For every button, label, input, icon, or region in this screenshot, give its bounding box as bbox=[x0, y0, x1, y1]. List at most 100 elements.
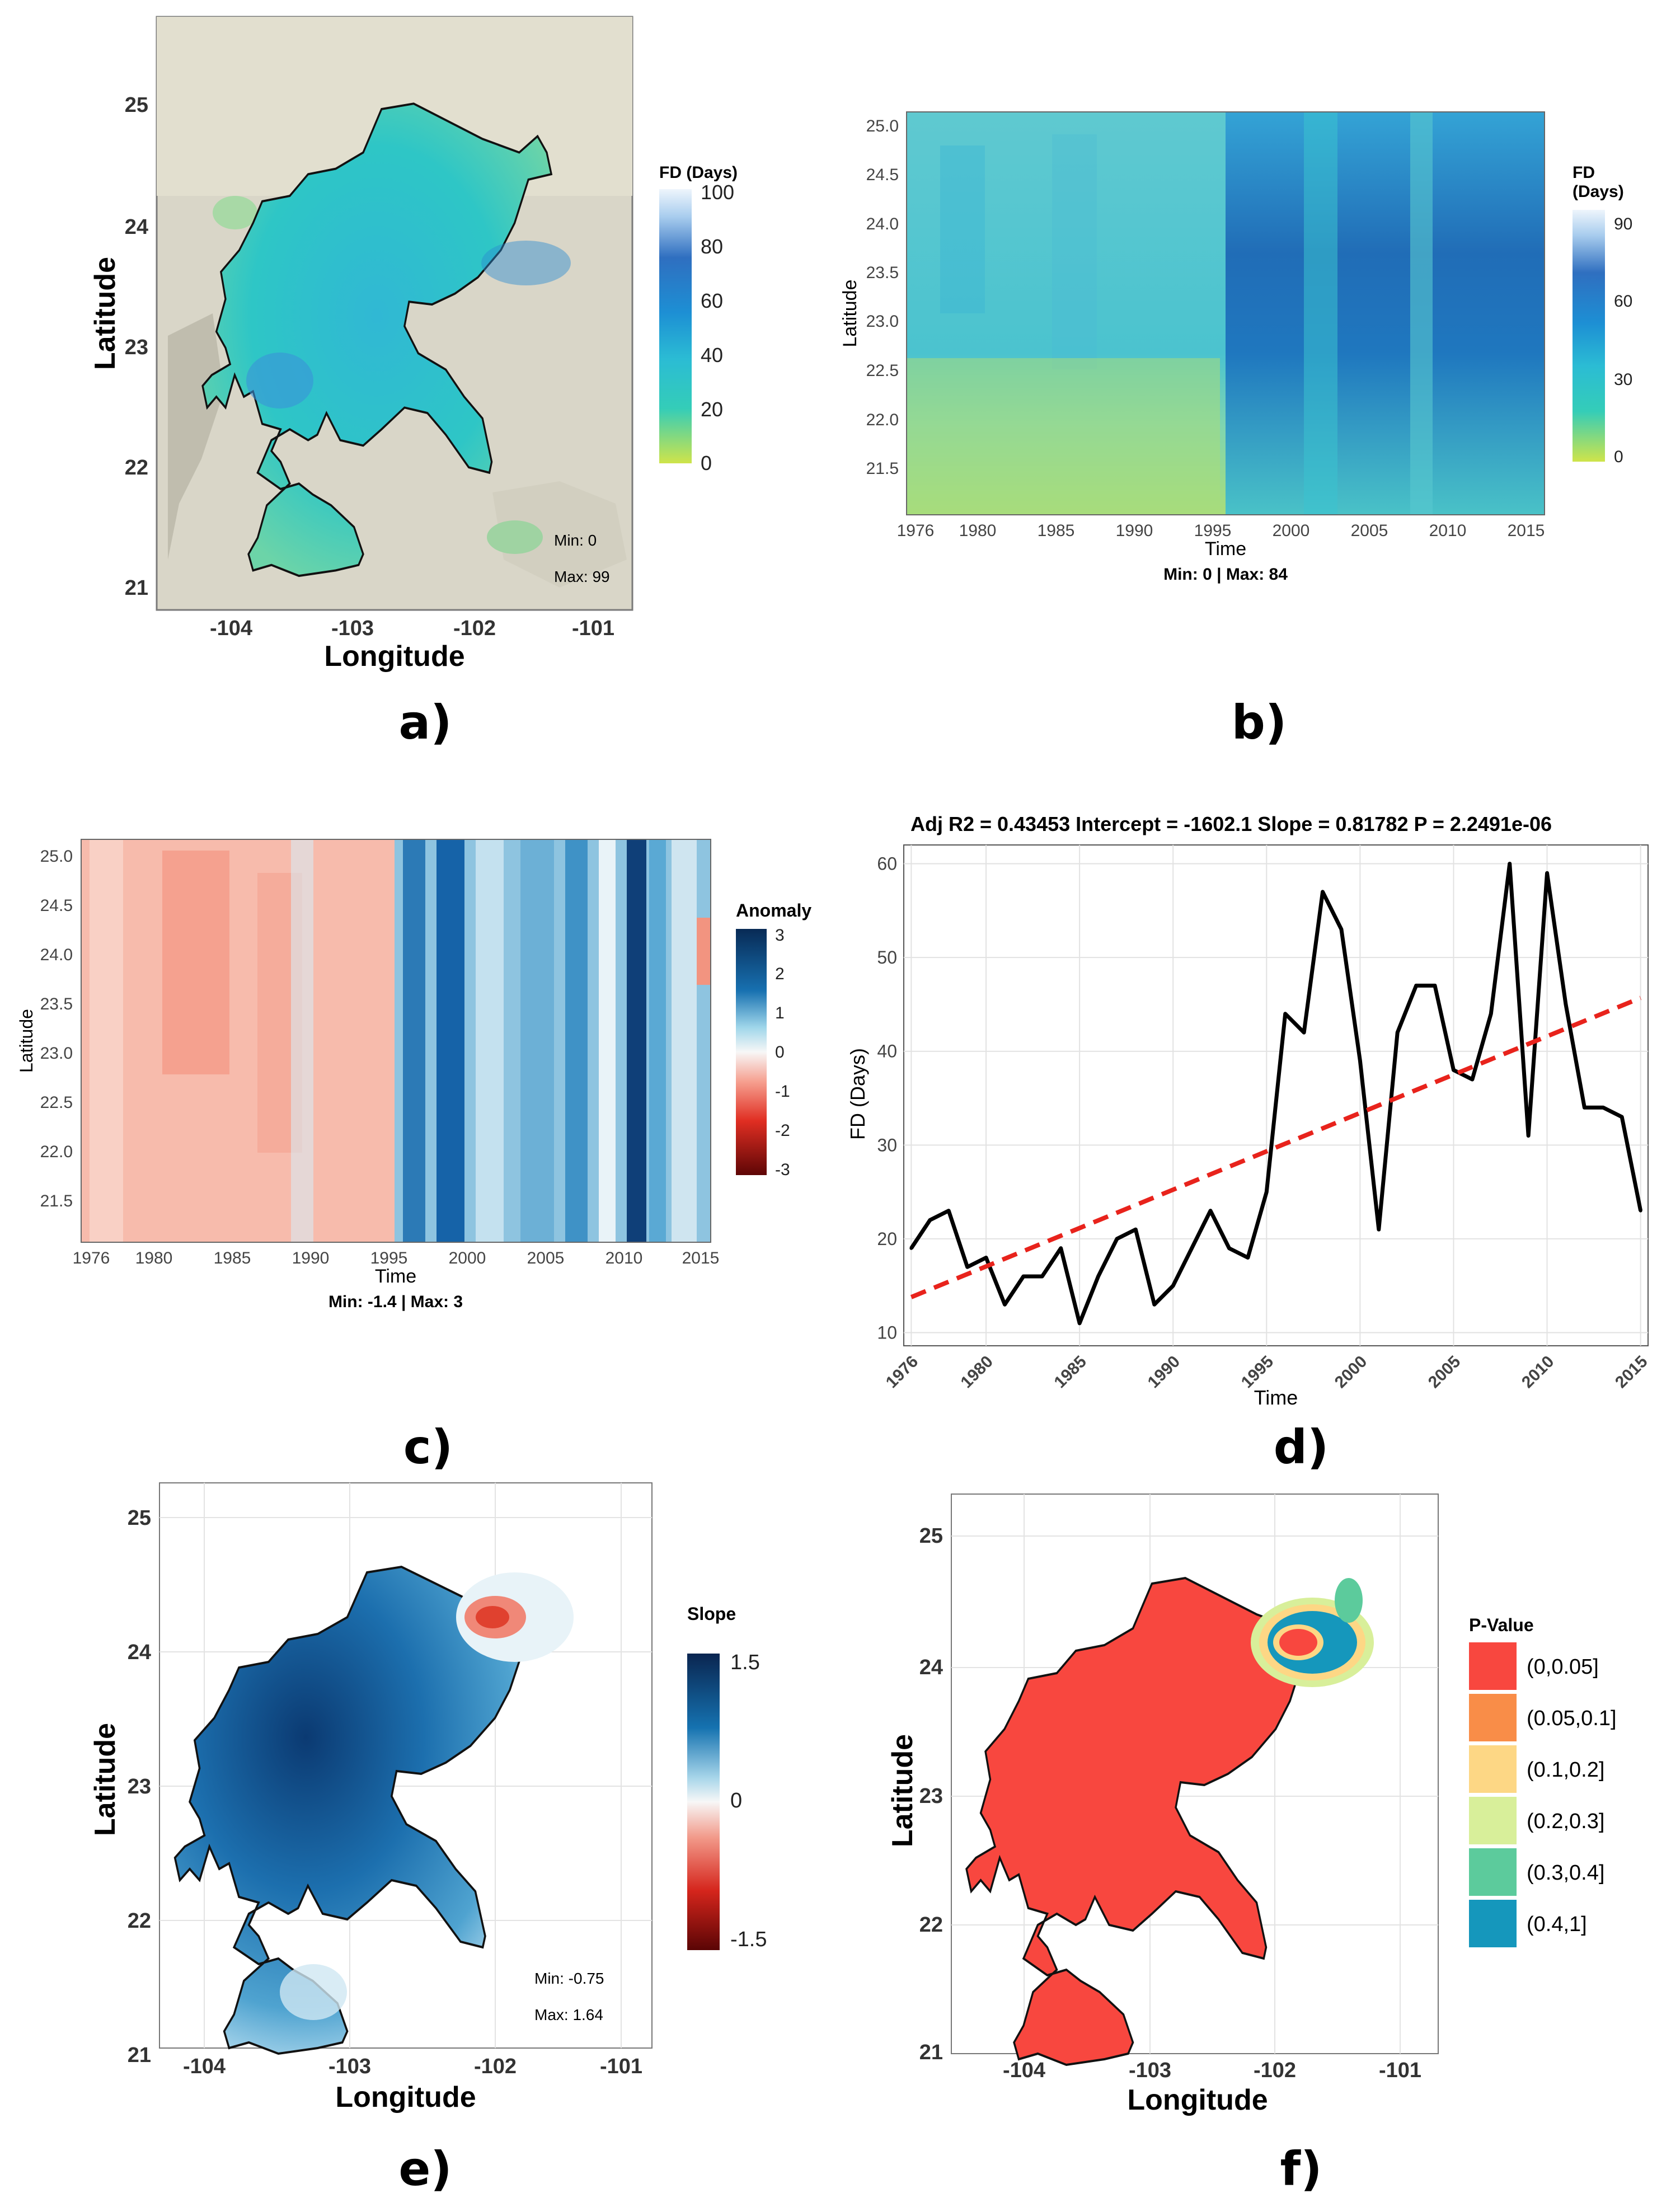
b-xtick: 2010 bbox=[1429, 522, 1467, 540]
d-ytick: 60 bbox=[877, 854, 897, 874]
f-xtick: -102 bbox=[1254, 2059, 1296, 2082]
e-ylabel: Latitude bbox=[89, 1723, 121, 1836]
c-caption: Min: -1.4 | Max: 3 bbox=[328, 1293, 463, 1311]
b-legend-title-2: (Days) bbox=[1573, 182, 1624, 201]
a-legend-tick: 40 bbox=[701, 344, 723, 367]
c-legend-tick: 3 bbox=[775, 926, 785, 945]
f-legend-swatch bbox=[1469, 1642, 1517, 1690]
f-legend-title: P-Value bbox=[1469, 1615, 1534, 1635]
c-ytick: 22.5 bbox=[40, 1093, 73, 1112]
panel-b-tag: b) bbox=[1232, 695, 1287, 750]
c-legend-tick: -2 bbox=[775, 1121, 790, 1140]
map-e-max: Max: 1.64 bbox=[534, 2006, 603, 2023]
c-xlabel: Time bbox=[375, 1266, 416, 1287]
d-point bbox=[1470, 1078, 1474, 1082]
d-point bbox=[909, 1246, 913, 1250]
b-xtick: 1995 bbox=[1194, 522, 1232, 540]
d-xtick: 2010 bbox=[1518, 1352, 1558, 1392]
c-xtick: 2010 bbox=[605, 1249, 643, 1267]
e-ytick: 23 bbox=[128, 1775, 151, 1798]
c-xtick: 1995 bbox=[370, 1249, 408, 1267]
c-legend-tick: 1 bbox=[775, 1004, 785, 1022]
d-xtick: 2005 bbox=[1425, 1352, 1465, 1392]
f-xtick: -101 bbox=[1379, 2059, 1421, 2082]
d-point bbox=[1246, 1256, 1250, 1260]
f-ytick: 21 bbox=[919, 2041, 943, 2064]
a-ytick: 21 bbox=[125, 576, 148, 600]
b-legend-tick: 0 bbox=[1614, 448, 1623, 466]
c-ytick: 24.5 bbox=[40, 896, 73, 915]
e-legend-tick: 1.5 bbox=[730, 1651, 760, 1674]
f-legend-swatch bbox=[1469, 1797, 1517, 1844]
f-legend-label: (0.1,0.2] bbox=[1527, 1758, 1604, 1782]
panel-d-tag: d) bbox=[1274, 1420, 1329, 1474]
a-legend-tick: 0 bbox=[701, 452, 712, 475]
d-point bbox=[1171, 1284, 1175, 1288]
b-ytick: 21.5 bbox=[866, 459, 899, 478]
f-ytick: 22 bbox=[919, 1913, 943, 1937]
c-ytick: 21.5 bbox=[40, 1192, 73, 1210]
d-point bbox=[1564, 1002, 1567, 1006]
c-ytick: 25.0 bbox=[40, 847, 73, 866]
d-point bbox=[1545, 871, 1549, 875]
d-xtick: 2015 bbox=[1612, 1352, 1651, 1392]
d-ytick: 10 bbox=[877, 1323, 897, 1343]
e-legend-title: Slope bbox=[687, 1604, 736, 1624]
panel-e: Min: -0.75 Max: 1.64 25 24 23 22 21 -104… bbox=[89, 1482, 767, 2196]
d-point bbox=[1021, 1274, 1025, 1278]
panel-f: 25 24 23 22 21 -104 -103 -102 -101 Longi… bbox=[886, 1494, 1617, 2196]
d-point bbox=[1620, 1115, 1624, 1119]
e-xtick: -104 bbox=[183, 2055, 226, 2078]
d-xtick: 2000 bbox=[1331, 1352, 1371, 1392]
d-trend-line bbox=[910, 995, 1642, 1299]
d-point bbox=[1358, 1059, 1362, 1063]
d-point bbox=[1414, 984, 1418, 988]
c-legend-tick: 0 bbox=[775, 1043, 785, 1062]
c-colorbar bbox=[736, 929, 767, 1175]
e-legend-tick: -1.5 bbox=[730, 1928, 767, 1951]
b-xtick: 2005 bbox=[1351, 522, 1388, 540]
d-point bbox=[1583, 1106, 1586, 1110]
f-legend-swatch bbox=[1469, 1848, 1517, 1896]
c-ytick: 22.0 bbox=[40, 1143, 73, 1161]
f-xtick: -103 bbox=[1129, 2059, 1171, 2082]
c-xtick: 1980 bbox=[135, 1249, 173, 1267]
e-xtick: -102 bbox=[474, 2055, 517, 2078]
d-point bbox=[1396, 1031, 1400, 1035]
panel-e-tag: e) bbox=[398, 2141, 452, 2196]
d-point bbox=[1152, 1303, 1156, 1307]
e-legend-tick: 0 bbox=[730, 1789, 742, 1812]
d-yticks: 60 50 40 30 20 10 bbox=[877, 854, 897, 1343]
d-point bbox=[947, 1209, 951, 1213]
d-point bbox=[965, 1265, 969, 1269]
b-legend-title-1: FD bbox=[1573, 163, 1595, 182]
b-ytick: 24.0 bbox=[866, 215, 899, 233]
a-xtick: -104 bbox=[210, 617, 252, 640]
map-a-min: Min: 0 bbox=[554, 532, 597, 549]
a-xtick: -102 bbox=[453, 617, 496, 640]
c-xtick: 2005 bbox=[527, 1249, 565, 1267]
d-point bbox=[1527, 1134, 1531, 1138]
d-point bbox=[1003, 1303, 1007, 1307]
a-legend-tick: 80 bbox=[701, 235, 723, 258]
b-ytick: 25.0 bbox=[866, 117, 899, 135]
b-xtick: 1980 bbox=[959, 522, 997, 540]
a-legend-title: FD (Days) bbox=[659, 163, 738, 182]
d-series bbox=[909, 862, 1643, 1326]
e-ytick: 21 bbox=[128, 2044, 151, 2067]
f-ytick: 24 bbox=[919, 1656, 943, 1679]
d-point bbox=[1209, 1209, 1213, 1213]
f-ylabel: Latitude bbox=[886, 1734, 919, 1847]
d-point bbox=[1489, 1012, 1493, 1016]
b-xtick: 1976 bbox=[897, 522, 935, 540]
c-legend-tick: -1 bbox=[775, 1082, 790, 1101]
a-legend-tick: 100 bbox=[701, 181, 734, 204]
b-xtick: 2000 bbox=[1273, 522, 1310, 540]
d-xtick: 1976 bbox=[883, 1352, 922, 1392]
d-point bbox=[1096, 1274, 1100, 1278]
d-point bbox=[1059, 1246, 1063, 1250]
d-point bbox=[1040, 1274, 1044, 1278]
d-ytick: 40 bbox=[877, 1041, 897, 1062]
f-xlabel: Longitude bbox=[1127, 2084, 1268, 2116]
